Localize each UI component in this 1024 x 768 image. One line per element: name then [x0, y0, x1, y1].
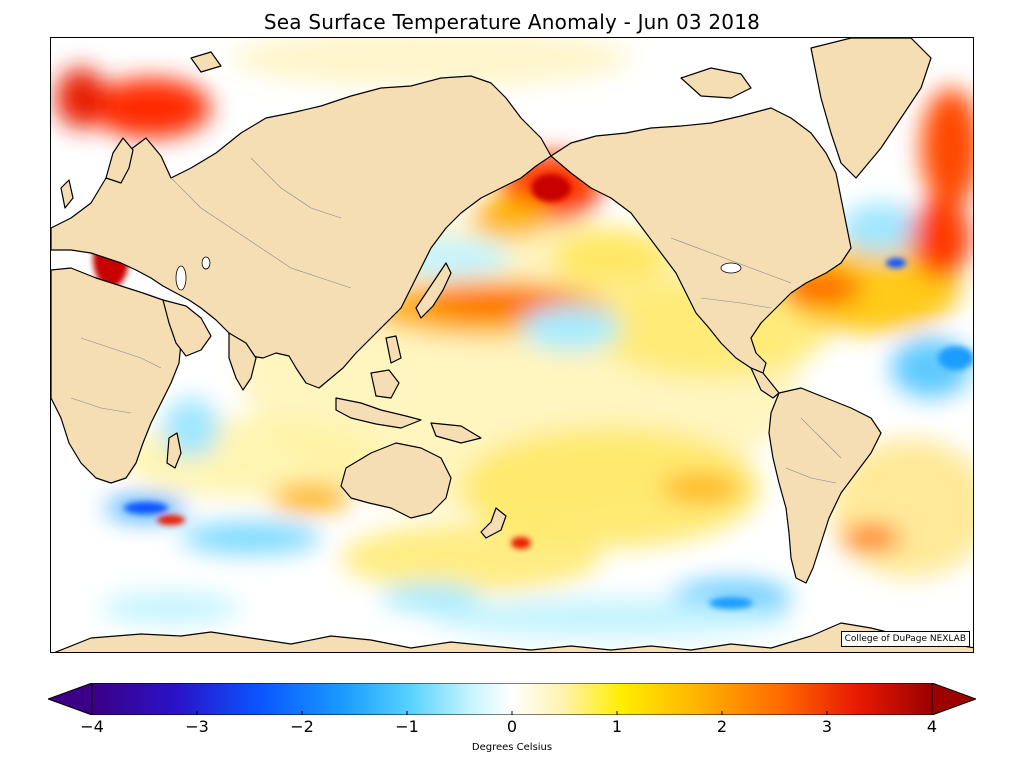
madagascar-island — [166, 432, 182, 469]
country-borders — [70, 157, 842, 484]
uk-islands — [60, 179, 74, 209]
indonesia-islands — [335, 397, 422, 429]
colorbar-tick-label: 2 — [716, 717, 728, 736]
sst-anomaly-map — [51, 38, 973, 652]
greenland-landmass — [810, 38, 932, 179]
new-zealand-islands — [480, 507, 507, 539]
eurasia-landmass — [51, 75, 552, 389]
japan-islands — [415, 262, 452, 319]
colorbar-label: Degrees Celsius — [471, 742, 553, 753]
colorbar-tick-label: −2 — [290, 717, 314, 736]
land-layer — [51, 38, 973, 652]
colorbar-tick-label: 3 — [821, 717, 833, 736]
svalbard-islands — [190, 51, 222, 73]
colorbar-body — [91, 683, 933, 715]
borneo-island — [370, 369, 400, 399]
colorbar-ticks — [91, 711, 933, 715]
colorbar-tick-label: −1 — [395, 717, 419, 736]
chart-title: Sea Surface Temperature Anomaly - Jun 03… — [263, 10, 761, 34]
africa-landmass — [51, 267, 182, 484]
arabia-landmass — [162, 299, 212, 357]
colorbar-extend-high — [931, 683, 976, 715]
map-panel[interactable]: College of DuPage NEXLAB — [50, 37, 974, 653]
south-america-landmass — [768, 387, 882, 584]
philippines-islands — [385, 335, 402, 364]
new-guinea-island — [430, 422, 482, 444]
lakes — [175, 256, 742, 291]
colorbar-extend-low — [48, 683, 93, 715]
colorbar-tick-label: −3 — [185, 717, 209, 736]
india-landmass — [228, 332, 257, 391]
arctic-islands — [680, 67, 752, 99]
colorbar-tick-label: 0 — [506, 717, 518, 736]
credit-label: College of DuPage NEXLAB — [840, 631, 970, 647]
scandinavia-landmass — [105, 137, 134, 184]
colorbar-tick-label: 1 — [611, 717, 623, 736]
north-america-landmass — [550, 107, 852, 374]
australia-landmass — [340, 442, 452, 519]
colorbar-tick-label: 4 — [926, 717, 938, 736]
colorbar — [48, 683, 976, 715]
colorbar-tick-label: −4 — [80, 717, 104, 736]
